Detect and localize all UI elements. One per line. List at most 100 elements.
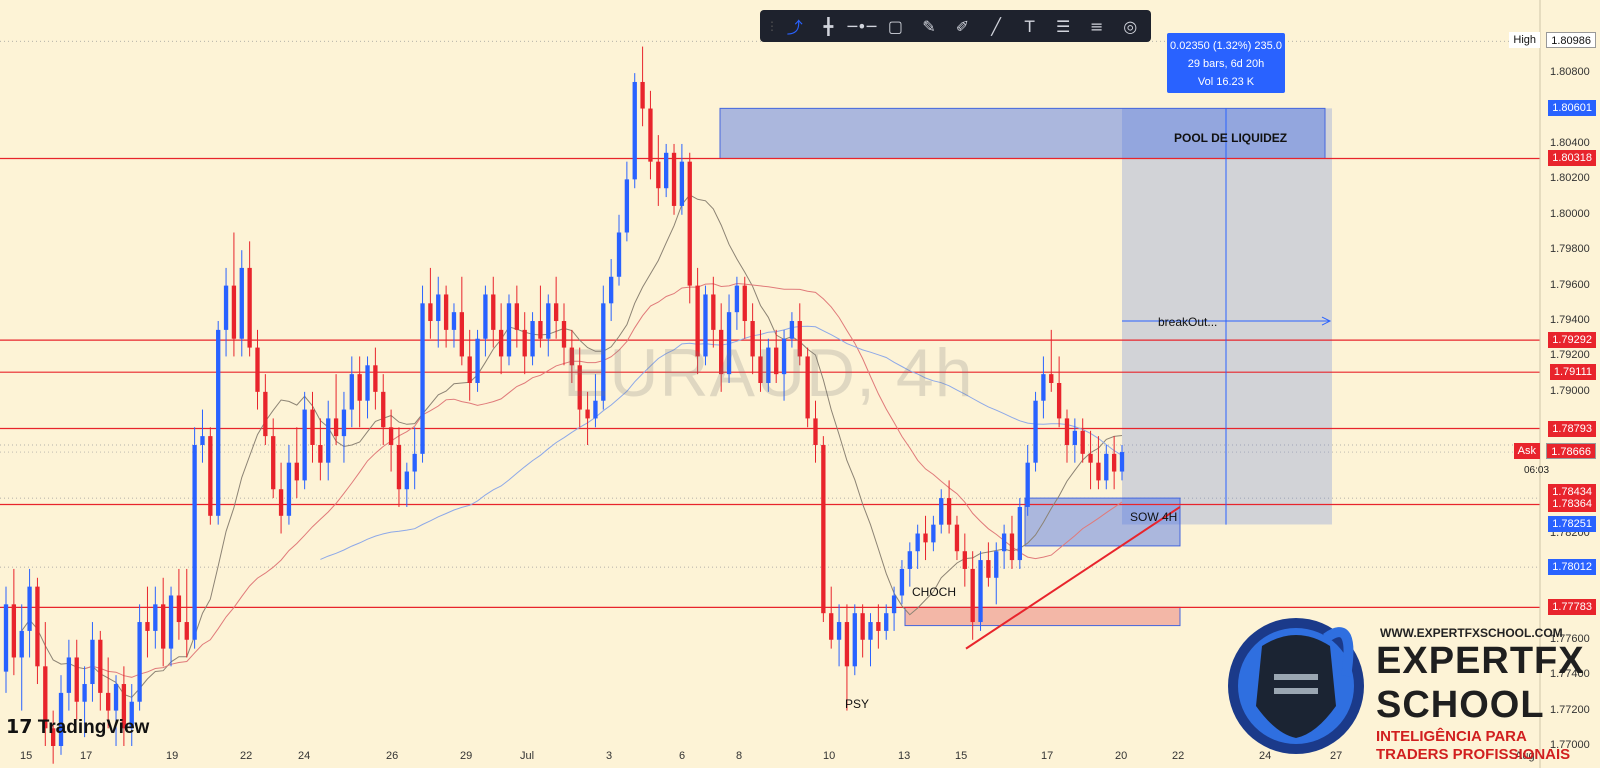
candle-body [208,436,213,516]
candle-body [1041,374,1046,401]
candle-body [758,356,763,383]
candle-body [231,285,237,339]
candle-body [797,321,802,357]
candle-body [310,409,315,445]
sow-label: SOW 4H [1130,510,1178,524]
candle-body [168,595,174,649]
candle-body [687,161,692,286]
price-tag: 1.78434 [1548,484,1596,501]
y-tick-label: 1.79800 [1550,243,1590,256]
pool-label: POOL DE LIQUIDEZ [1174,131,1288,145]
candle-body [137,622,142,702]
candle-body [569,347,575,366]
trendline-icon[interactable]: ╱ [991,16,1001,36]
candle-body [82,684,87,702]
price-tag-prefix: Ask [1513,442,1540,459]
candle-body [679,161,685,206]
candle-body [357,374,362,401]
candle-body [868,622,873,640]
candle-body [734,285,740,313]
x-tick-label: Jul [520,750,535,762]
tradingview-logo[interactable]: 𝟭𝟳 TradingView [6,716,149,739]
candle-body [836,622,842,640]
candle-body [726,312,732,375]
candle-body [1119,452,1125,472]
price-tag: 1.80318 [1548,150,1596,167]
settings-icon[interactable]: ◎ [1123,16,1138,36]
candle-body [1072,430,1078,445]
price-tag: 1.78012 [1548,558,1596,575]
price-tag: 1.77783 [1548,599,1596,616]
candle-body [326,418,331,463]
symbol-watermark: EURAUD, 4h [563,335,974,411]
y-tick-label: 1.80200 [1550,172,1590,185]
y-tick-label: 1.77200 [1550,703,1590,716]
candle-body [176,595,182,623]
candle-body [459,312,464,357]
candle-body [318,444,323,463]
candle-body [302,409,307,481]
candle-body [766,347,771,383]
cursor-icon[interactable]: ⤴ [786,18,803,37]
candle-body [939,498,944,525]
candle-body [585,409,590,419]
brush-icon[interactable]: ✎ [922,16,936,36]
y-tick-label: 1.79200 [1550,349,1590,362]
grid [0,40,1540,568]
price-tag: 1.78364 [1548,496,1596,513]
candle-body [632,81,637,180]
candle-body [333,418,339,437]
x-tick-label: 20 [1115,750,1128,762]
candle-body [978,560,983,623]
candle-body [1056,383,1062,419]
candle-body [514,303,520,330]
candle-body [640,81,645,109]
candle-body [1017,506,1022,561]
candle-body [553,303,559,322]
y-tick-label: 1.80000 [1550,207,1590,220]
y-tick-label: 1.79600 [1550,278,1590,291]
candle-body [852,613,857,667]
candle-body [970,568,975,623]
candle-body [349,374,354,410]
candle-body [223,285,229,330]
candle-body [247,267,252,348]
psy-label: PSY [845,697,870,711]
candle-body [593,400,598,419]
candle-body [113,684,119,711]
y-tick-label: 1.77000 [1550,739,1590,751]
candle-body [1009,533,1015,561]
text-icon[interactable]: T [1024,16,1035,36]
fib-icon[interactable]: ☰ [1055,16,1071,36]
candle-body [428,303,433,322]
candle-body [373,365,378,392]
x-tick-label: 8 [736,750,743,762]
candle-body [121,684,127,729]
crosshair-icon[interactable]: ╋ [823,16,834,36]
candle-body [145,622,150,631]
magic-icon[interactable]: ✐ [955,16,970,36]
candle-body [491,294,496,330]
x-tick-label: 6 [679,750,686,762]
x-tick-label: 17 [80,750,93,762]
candle-body [443,294,449,330]
candle-body [624,179,630,233]
x-tick-label: 15 [20,750,33,762]
candle-body [43,666,48,729]
levels-icon[interactable]: ≡ [1089,16,1104,36]
candle-body [420,303,425,454]
breakout-label: breakOut... [1158,315,1218,329]
candle-body [35,586,40,667]
horizontal-line-icon[interactable]: ─•─ [847,16,877,36]
y-tick-label: 1.79000 [1550,384,1590,397]
candle-body [546,303,551,339]
toolbar-grip-icon[interactable]: ⋮ [766,19,778,33]
candle-body [608,276,614,304]
candle-body [656,161,661,189]
candle-body [239,267,244,339]
rectangle-icon[interactable]: ▢ [887,16,903,36]
candle-body [986,560,991,578]
price-tag: 1.78793 [1548,420,1596,437]
